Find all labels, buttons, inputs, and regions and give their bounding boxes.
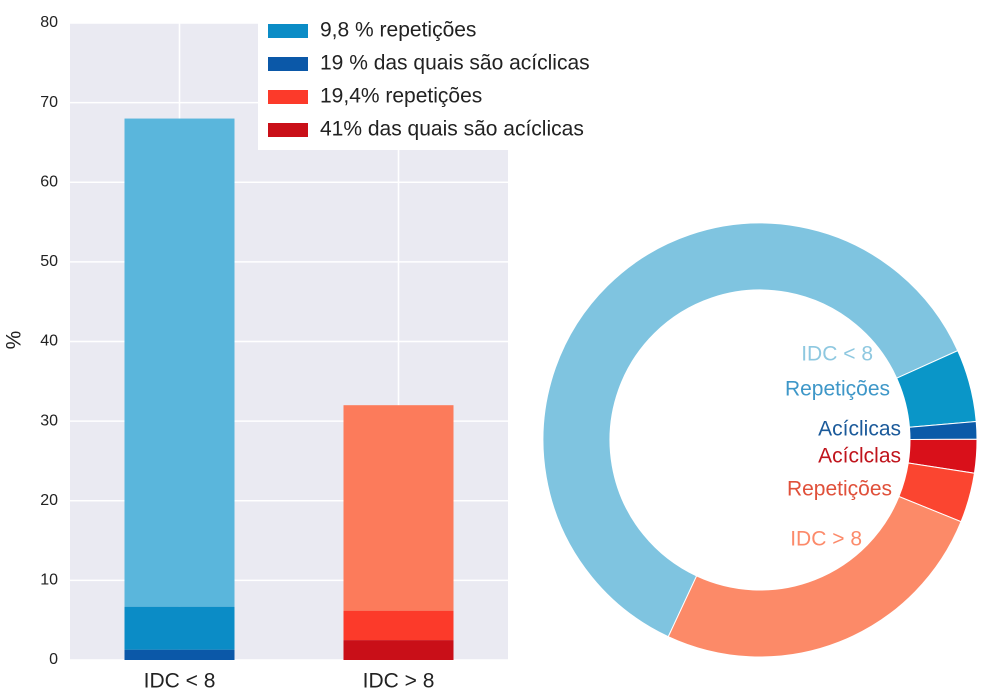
donut-label: IDC > 8 — [790, 528, 862, 551]
legend-label: 19 % das quais são acíclicas — [320, 52, 590, 75]
y-tick-label: 60 — [40, 173, 58, 190]
legend-swatch — [268, 123, 308, 137]
bar-segment — [343, 610, 454, 641]
donut-slice — [667, 495, 962, 658]
legend-swatch — [268, 90, 308, 104]
bar-segment — [124, 606, 235, 650]
y-tick-label: 10 — [40, 572, 58, 589]
y-tick-label: 30 — [40, 412, 58, 429]
y-tick-label: 70 — [40, 94, 58, 111]
y-tick-label: 0 — [49, 651, 58, 668]
donut-label: Acíclclas — [818, 445, 901, 468]
donut-label: Acíclicas — [818, 418, 901, 441]
donut-label: Repetições — [785, 378, 890, 401]
y-axis-label: % — [3, 331, 26, 350]
bar-segment — [124, 118, 235, 607]
legend-swatch — [268, 24, 308, 38]
y-tick-label: 80 — [40, 14, 58, 31]
x-tick-label: IDC > 8 — [363, 670, 435, 693]
legend-label: 9,8 % repetições — [320, 19, 476, 42]
x-tick-label: IDC < 8 — [144, 670, 216, 693]
donut-label: IDC < 8 — [801, 343, 873, 366]
bar-segment — [343, 640, 454, 660]
y-tick-label: 40 — [40, 333, 58, 350]
y-tick-label: 50 — [40, 253, 58, 270]
bar-segment — [343, 405, 454, 611]
legend-swatch — [268, 57, 308, 71]
donut-label: Repetições — [787, 478, 892, 501]
bar-segment — [124, 649, 235, 660]
donut-slice — [542, 222, 959, 638]
legend-label: 19,4% repetições — [320, 85, 482, 108]
legend-label: 41% das quais são acíclicas — [320, 118, 584, 141]
y-tick-label: 20 — [40, 492, 58, 509]
